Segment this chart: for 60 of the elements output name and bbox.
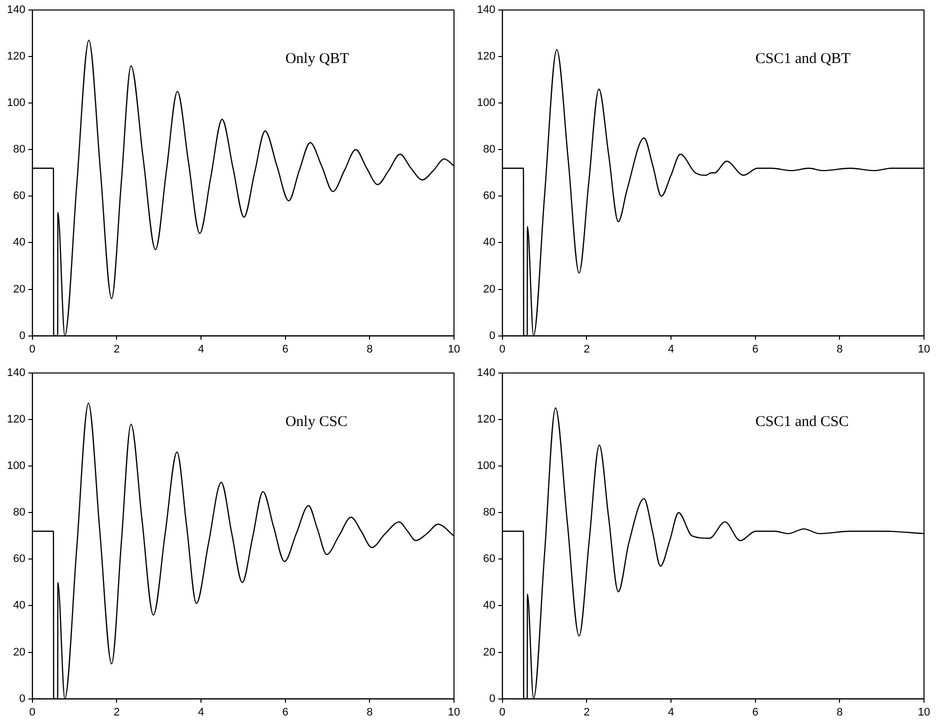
y-tick-label: 60 <box>13 190 26 202</box>
y-tick-label: 40 <box>483 236 496 249</box>
x-tick-label: 10 <box>918 343 930 356</box>
y-tick-label: 120 <box>6 414 26 426</box>
y-tick-label: 40 <box>13 236 26 249</box>
x-tick-label: 4 <box>668 706 674 718</box>
y-tick-label: 60 <box>13 553 26 566</box>
y-tick-label: 0 <box>19 692 26 705</box>
x-tick-label: 8 <box>836 706 843 718</box>
y-tick-label: 80 <box>483 144 496 156</box>
y-tick-label: 80 <box>483 506 496 519</box>
x-tick-label: 6 <box>282 343 288 356</box>
x-tick-label: 8 <box>836 343 843 356</box>
y-tick-label: 20 <box>13 646 26 658</box>
x-tick-label: 2 <box>114 343 120 356</box>
y-tick-label: 120 <box>476 414 496 426</box>
x-tick-label: 10 <box>448 343 460 356</box>
y-tick-label: 100 <box>6 460 26 472</box>
y-tick-label: 100 <box>476 460 496 472</box>
x-tick-label: 10 <box>448 706 460 718</box>
y-tick-label: 140 <box>476 4 496 16</box>
y-tick-label: 40 <box>13 600 26 612</box>
x-tick-label: 4 <box>198 343 204 356</box>
x-tick-label: 6 <box>752 706 758 718</box>
y-tick-label: 0 <box>19 330 26 342</box>
y-tick-label: 60 <box>483 190 496 202</box>
x-tick-label: 2 <box>584 706 590 718</box>
y-tick-label: 40 <box>483 600 496 612</box>
y-tick-label: 80 <box>13 144 26 156</box>
y-tick-label: 20 <box>483 283 496 296</box>
x-tick-label: 6 <box>752 343 758 356</box>
x-tick-label: 8 <box>366 343 373 356</box>
annotation: Only QBT <box>285 50 350 67</box>
y-tick-label: 0 <box>489 692 496 705</box>
y-tick-label: 80 <box>13 506 26 519</box>
x-tick-label: 10 <box>918 706 930 718</box>
y-tick-label: 140 <box>476 367 496 380</box>
x-tick-label: 4 <box>668 343 674 356</box>
y-tick-label: 120 <box>6 50 26 63</box>
x-tick-label: 2 <box>114 706 120 718</box>
x-tick-label: 0 <box>29 706 36 718</box>
y-tick-label: 100 <box>6 97 26 110</box>
y-tick-label: 60 <box>483 553 496 566</box>
x-tick-label: 0 <box>499 343 506 356</box>
annotation: CSC1 and QBT <box>755 50 850 67</box>
y-tick-label: 20 <box>13 283 26 296</box>
y-tick-label: 0 <box>489 330 496 342</box>
annotation: CSC1 and CSC <box>755 414 849 430</box>
annotation: Only CSC <box>285 414 348 430</box>
x-tick-label: 0 <box>29 343 36 356</box>
y-tick-label: 120 <box>476 50 496 63</box>
x-tick-label: 6 <box>282 706 288 718</box>
y-tick-label: 20 <box>483 646 496 658</box>
y-tick-label: 140 <box>6 4 26 16</box>
y-tick-label: 100 <box>476 97 496 110</box>
x-tick-label: 0 <box>499 706 506 718</box>
x-tick-label: 4 <box>198 706 204 718</box>
x-tick-label: 2 <box>584 343 590 356</box>
x-tick-label: 8 <box>366 706 373 718</box>
y-tick-label: 140 <box>6 367 26 380</box>
